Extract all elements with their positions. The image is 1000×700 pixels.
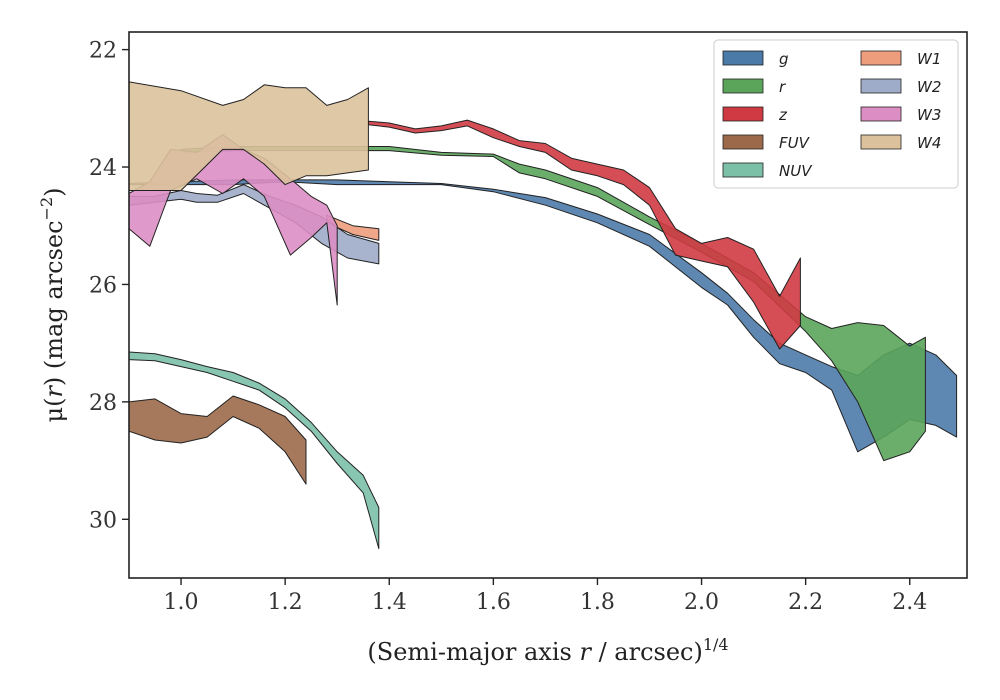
legend-label-r: r xyxy=(779,78,786,96)
legend-label-nuv: NUV xyxy=(779,162,813,180)
y-tick-label: 22 xyxy=(89,39,117,64)
x-axis-label: (Semi-major axis r / arcsec)1/4 xyxy=(367,635,728,666)
legend-swatch-fuv xyxy=(722,134,764,150)
legend-swatch-w2 xyxy=(860,78,902,94)
series-band-w4 xyxy=(129,81,369,191)
axes-frame xyxy=(128,31,968,579)
legend-label-w3: W3 xyxy=(917,106,941,124)
x-tick-label: 1.2 xyxy=(268,590,303,615)
tick-layer: 1.0 1.2 1.4 1.6 1.8 2.0 2.2 2.4 22 24 26 28 30 xyxy=(89,39,927,615)
legend-swatch-g xyxy=(722,50,764,66)
series-band-z xyxy=(367,119,801,350)
legend-swatch-w3 xyxy=(860,106,902,122)
legend-label-fuv: FUV xyxy=(779,134,811,152)
legend-swatch-nuv xyxy=(722,162,764,178)
legend-label-z: z xyxy=(778,106,788,124)
x-tick-label: 1.6 xyxy=(476,590,511,615)
legend-swatch-z xyxy=(722,106,764,122)
x-tick-label: 2.2 xyxy=(788,590,823,615)
y-tick-label: 30 xyxy=(89,508,117,533)
legend-label-w4: W4 xyxy=(917,134,941,152)
legend-label-g: g xyxy=(779,50,789,68)
legend-label-w1: W1 xyxy=(917,50,941,68)
legend-swatch-w1 xyxy=(860,50,902,66)
series-band-r xyxy=(180,146,926,462)
x-tick-label: 1.8 xyxy=(580,590,615,615)
series-layer xyxy=(129,81,958,550)
legend: grz FUV NUV W1 W2 W3 W4 xyxy=(713,39,959,189)
y-tick-label: 24 xyxy=(89,156,117,181)
series-band-fuv xyxy=(129,395,307,485)
x-tick-label: 1.4 xyxy=(372,590,407,615)
y-tick-label: 28 xyxy=(89,391,117,416)
x-tick-label: 2.0 xyxy=(684,590,719,615)
y-tick-label: 26 xyxy=(89,273,117,298)
series-band-nuv xyxy=(129,351,380,550)
legend-box xyxy=(713,39,959,189)
legend-label-w2: W2 xyxy=(917,78,941,96)
plot-frame xyxy=(128,31,968,579)
legend-swatch-r xyxy=(722,78,764,94)
legend-swatch-w4 xyxy=(860,134,902,150)
x-tick-label: 1.0 xyxy=(164,590,199,615)
y-axis-label: μ(r) (mag arcsec−2) xyxy=(37,187,68,422)
x-tick-label: 2.4 xyxy=(892,590,927,615)
